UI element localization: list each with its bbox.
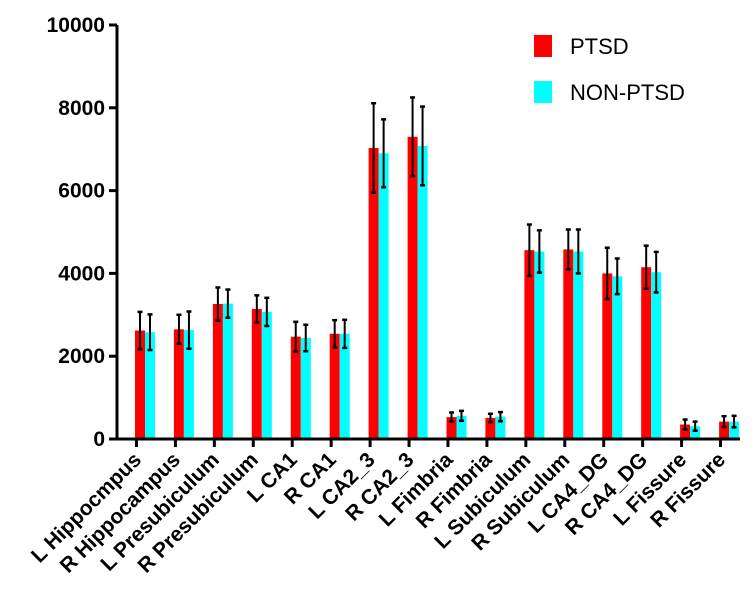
bar-non-ptsd bbox=[456, 415, 467, 439]
error-bar bbox=[487, 412, 493, 424]
bar-non-ptsd bbox=[690, 426, 701, 439]
bar-ptsd bbox=[368, 148, 379, 439]
error-bar bbox=[604, 246, 610, 301]
error-bar bbox=[692, 420, 698, 432]
axes-layer bbox=[109, 23, 740, 447]
y-tick-label: 4000 bbox=[58, 262, 105, 285]
bar-non-ptsd bbox=[145, 332, 155, 439]
error-bar bbox=[721, 414, 727, 429]
error-bar bbox=[342, 318, 348, 350]
bars-layer bbox=[135, 136, 740, 440]
error-bar bbox=[410, 96, 416, 178]
legend-swatch bbox=[534, 81, 552, 103]
error-bar bbox=[682, 418, 688, 431]
legend-item-ptsd: PTSD bbox=[534, 34, 629, 59]
error-bar bbox=[225, 288, 231, 319]
bar-non-ptsd bbox=[534, 251, 545, 439]
bar-ptsd bbox=[407, 136, 418, 440]
bar-ptsd bbox=[524, 250, 535, 439]
bar-non-ptsd bbox=[261, 311, 272, 439]
bar-ptsd bbox=[173, 329, 184, 439]
error-bar bbox=[526, 223, 532, 278]
y-tick-label: 0 bbox=[93, 428, 105, 451]
error-bar bbox=[254, 294, 260, 324]
bar-ptsd bbox=[680, 424, 691, 439]
y-tick-label: 10000 bbox=[47, 14, 105, 37]
error-bar bbox=[614, 257, 620, 296]
legend-item-non-ptsd: NON-PTSD bbox=[534, 80, 685, 105]
bar-non-ptsd bbox=[495, 416, 506, 439]
legend-label: PTSD bbox=[570, 34, 629, 59]
error-bar bbox=[176, 313, 182, 346]
error-bar bbox=[459, 409, 464, 423]
error-bar bbox=[565, 228, 571, 271]
bar-non-ptsd bbox=[339, 333, 350, 439]
bar-non-ptsd bbox=[573, 251, 584, 439]
error-bar bbox=[137, 310, 143, 351]
error-bar bbox=[536, 229, 542, 274]
bar-non-ptsd bbox=[183, 330, 194, 439]
bar-ptsd bbox=[719, 421, 730, 439]
bar-non-ptsd bbox=[651, 272, 662, 439]
error-bar bbox=[420, 105, 426, 187]
bar-non-ptsd bbox=[300, 338, 311, 439]
error-bar bbox=[575, 228, 581, 275]
error-bar bbox=[186, 310, 192, 350]
bar-ptsd bbox=[641, 267, 652, 439]
bar-ptsd bbox=[485, 417, 496, 439]
bar-ptsd bbox=[212, 304, 223, 439]
bar-non-ptsd bbox=[222, 303, 233, 439]
legend: PTSD NON-PTSD bbox=[534, 34, 685, 105]
error-bar bbox=[731, 414, 737, 429]
error-bars-layer bbox=[137, 96, 737, 432]
bar-ptsd bbox=[290, 336, 301, 439]
error-bar bbox=[449, 411, 454, 423]
bar-non-ptsd bbox=[417, 145, 428, 439]
legend-swatch bbox=[534, 35, 552, 57]
bar-non-ptsd bbox=[729, 421, 740, 439]
bar-non-ptsd bbox=[612, 276, 623, 439]
error-bar bbox=[215, 286, 221, 322]
error-bar bbox=[147, 313, 153, 352]
error-bar bbox=[653, 250, 659, 294]
error-bar bbox=[332, 318, 338, 349]
error-bar bbox=[371, 101, 377, 194]
error-bar bbox=[303, 323, 309, 353]
bar-ptsd bbox=[563, 249, 574, 439]
bar-ptsd bbox=[329, 333, 340, 439]
bar-ptsd bbox=[602, 273, 613, 439]
y-tick-label: 2000 bbox=[58, 345, 105, 368]
bar-ptsd bbox=[251, 309, 262, 439]
error-bar bbox=[293, 320, 299, 353]
bar-ptsd bbox=[135, 330, 145, 439]
error-bar bbox=[497, 410, 503, 423]
error-bar bbox=[643, 244, 649, 290]
error-bar bbox=[381, 118, 387, 189]
y-tick-label: 6000 bbox=[58, 180, 105, 203]
error-bar bbox=[264, 296, 270, 328]
legend-label: NON-PTSD bbox=[570, 80, 685, 105]
bar-non-ptsd bbox=[378, 153, 389, 440]
y-tick-label: 8000 bbox=[58, 97, 105, 120]
bar-ptsd bbox=[446, 417, 457, 439]
